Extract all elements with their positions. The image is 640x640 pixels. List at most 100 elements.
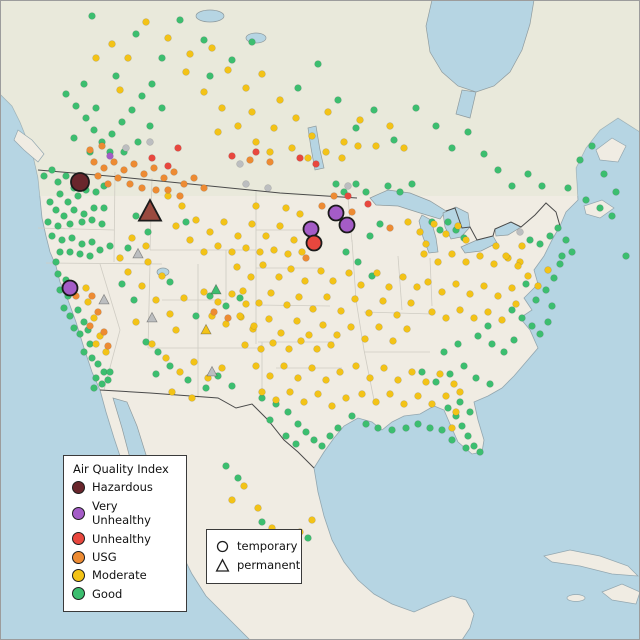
station-dot-moderate [259, 261, 267, 269]
station-dot-moderate [328, 402, 336, 410]
major-station-triangle-permanent_hazard [137, 198, 163, 222]
station-dot-moderate [214, 242, 222, 250]
station-dot-good [464, 432, 472, 440]
station-dot-good [132, 30, 140, 38]
station-dot-good [68, 234, 76, 242]
station-dot-good [524, 170, 532, 178]
station-dot-usg [318, 202, 326, 210]
station-dot-good [294, 420, 302, 428]
marker-type-label: permanent [237, 558, 301, 573]
station-dot-good [92, 374, 100, 382]
station-dot-moderate [248, 220, 256, 228]
station-dot-good [448, 144, 456, 152]
aqi-color-swatch-usg [72, 550, 85, 564]
station-dot-good [412, 104, 420, 112]
station-dot-moderate [375, 323, 383, 331]
station-dot-good [62, 90, 70, 98]
station-dot-moderate [372, 398, 380, 406]
station-dot-moderate [492, 242, 500, 250]
station-dot-usg [138, 184, 146, 192]
us-canada-border-east [445, 202, 561, 241]
station-dot-moderate [142, 18, 150, 26]
marker-type-item-permanent: permanent [215, 558, 300, 573]
station-dot-moderate [407, 299, 415, 307]
station-dot-good [456, 398, 464, 406]
station-dot-moderate [239, 287, 247, 295]
station-dot-moderate [400, 144, 408, 152]
station-dot-good [484, 322, 492, 330]
station-dot-usg [98, 142, 106, 150]
station-dot-good [72, 102, 80, 110]
station-dot-moderate [228, 290, 236, 298]
station-dot-unhealthy [344, 192, 352, 200]
station-dot-good [200, 36, 208, 44]
station-dot-moderate [544, 266, 552, 274]
station-dot-moderate [172, 326, 180, 334]
marker-type-legend-items: temporary permanent [215, 539, 300, 573]
station-dot-good [74, 192, 82, 200]
station-dot-moderate [354, 142, 362, 150]
station-dot-moderate [300, 398, 308, 406]
station-dot-good [444, 404, 452, 412]
station-dot-good [54, 222, 62, 230]
station-dot-moderate [442, 392, 450, 400]
station-dot-moderate [337, 307, 345, 315]
station-dot-good [588, 142, 596, 150]
station-dot-moderate [172, 222, 180, 230]
aqi-legend-item-usg: USG [72, 550, 178, 564]
station-dot-usg [86, 322, 94, 330]
station-dot-moderate [470, 314, 478, 322]
station-dot-moderate [380, 364, 388, 372]
station-dot-moderate [351, 295, 359, 303]
station-dot-moderate [292, 114, 300, 122]
station-dot-moderate [180, 294, 188, 302]
station-dot-moderate [242, 300, 250, 308]
station-dot-good [74, 306, 82, 314]
station-dot-moderate [277, 329, 285, 337]
station-dot-good [258, 518, 266, 526]
station-dot-good [334, 96, 342, 104]
aqi-color-swatch-hazardous [72, 481, 85, 495]
station-dot-moderate [297, 337, 305, 345]
aqi-color-swatch-good [72, 587, 85, 601]
station-dot-moderate [333, 331, 341, 339]
station-dot-moderate [422, 378, 430, 386]
station-dot-good [426, 424, 434, 432]
station-dot-good [202, 384, 210, 392]
aqi-legend-item-moderate: Moderate [72, 568, 178, 582]
station-dot-moderate [257, 345, 265, 353]
station-dot-good [60, 212, 68, 220]
station-dot-moderate [290, 236, 298, 244]
station-dot-moderate [414, 392, 422, 400]
station-dot-moderate [524, 272, 532, 280]
major-event-markers-layer [61, 172, 356, 297]
station-dot-good [56, 190, 64, 198]
station-dot-moderate [442, 314, 450, 322]
station-dot-good [612, 188, 620, 196]
station-dot-moderate [124, 268, 132, 276]
station-dot-usg [100, 164, 108, 172]
station-dot-good [542, 286, 550, 294]
station-dot-moderate [422, 240, 430, 248]
station-dot-good [248, 38, 256, 46]
station-dot-usg [152, 186, 160, 194]
station-dot-moderate [323, 293, 331, 301]
station-dot-good [284, 408, 292, 416]
station-dot-good [64, 198, 72, 206]
station-dot-good [622, 252, 630, 260]
station-dot-moderate [186, 236, 194, 244]
station-dot-moderate [352, 362, 360, 370]
station-dot-moderate [394, 376, 402, 384]
station-dot-gray [146, 138, 154, 146]
station-dot-good [70, 324, 78, 332]
station-dot-good [314, 60, 322, 68]
station-dot-moderate [404, 218, 412, 226]
station-dot-moderate [296, 210, 304, 218]
station-dot-moderate [480, 282, 488, 290]
station-dot-good [124, 244, 132, 252]
station-dot-usg [120, 166, 128, 174]
station-dot-good [128, 106, 136, 114]
station-dot-good [166, 362, 174, 370]
station-dot-good [90, 384, 98, 392]
station-dot-good [536, 240, 544, 248]
